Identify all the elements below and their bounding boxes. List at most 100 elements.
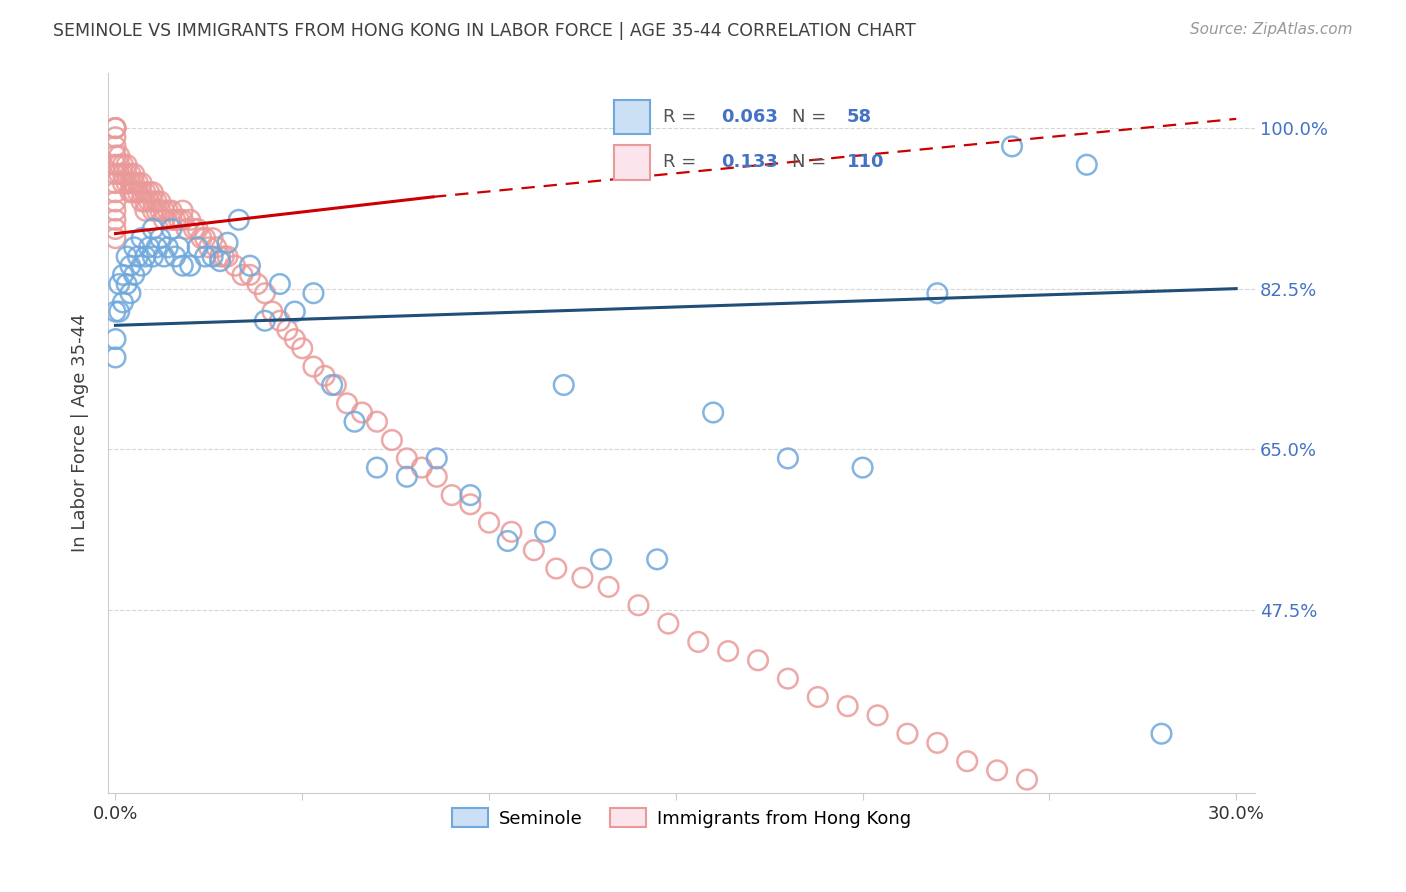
Point bbox=[160, 203, 183, 218]
Point bbox=[153, 212, 176, 227]
Text: 0.133: 0.133 bbox=[721, 153, 778, 171]
Point bbox=[120, 186, 142, 200]
Point bbox=[115, 277, 138, 291]
Point bbox=[104, 222, 127, 236]
Point bbox=[217, 235, 239, 250]
Point bbox=[591, 552, 613, 566]
Point bbox=[142, 203, 165, 218]
Point bbox=[598, 580, 620, 594]
Point bbox=[167, 240, 190, 254]
Point bbox=[104, 332, 127, 346]
Point bbox=[194, 231, 217, 245]
Point bbox=[395, 451, 418, 466]
Text: SEMINOLE VS IMMIGRANTS FROM HONG KONG IN LABOR FORCE | AGE 35-44 CORRELATION CHA: SEMINOLE VS IMMIGRANTS FROM HONG KONG IN… bbox=[53, 22, 917, 40]
Point bbox=[239, 268, 262, 282]
Point bbox=[115, 250, 138, 264]
Point bbox=[111, 158, 134, 172]
Point bbox=[149, 231, 172, 245]
Point bbox=[314, 368, 336, 383]
Point bbox=[198, 240, 221, 254]
Point bbox=[104, 130, 127, 145]
Point bbox=[104, 212, 127, 227]
Point bbox=[104, 304, 127, 318]
Point bbox=[343, 415, 366, 429]
Point bbox=[717, 644, 740, 658]
Point bbox=[866, 708, 889, 723]
Point bbox=[269, 277, 291, 291]
Point bbox=[172, 212, 194, 227]
Point bbox=[131, 231, 153, 245]
Point bbox=[187, 240, 209, 254]
Text: N =: N = bbox=[792, 153, 827, 171]
Point bbox=[571, 571, 593, 585]
Point bbox=[142, 194, 165, 209]
Point bbox=[156, 203, 179, 218]
Point bbox=[239, 259, 262, 273]
Point bbox=[627, 599, 650, 613]
Point bbox=[523, 543, 546, 558]
Point bbox=[104, 121, 127, 136]
Point bbox=[104, 176, 127, 190]
Point bbox=[111, 268, 134, 282]
Point bbox=[104, 194, 127, 209]
Text: R =: R = bbox=[662, 108, 696, 126]
Point bbox=[111, 176, 134, 190]
Point bbox=[321, 378, 343, 392]
Point bbox=[115, 158, 138, 172]
Point bbox=[209, 250, 232, 264]
Point bbox=[134, 250, 156, 264]
Point bbox=[927, 286, 949, 301]
Point bbox=[165, 250, 187, 264]
Point bbox=[217, 250, 239, 264]
Point bbox=[460, 497, 482, 511]
Point bbox=[108, 277, 131, 291]
Point bbox=[284, 304, 307, 318]
Point bbox=[104, 231, 127, 245]
Text: 58: 58 bbox=[846, 108, 872, 126]
Point bbox=[104, 167, 127, 181]
Point bbox=[104, 158, 127, 172]
Point bbox=[127, 176, 149, 190]
Point bbox=[262, 304, 284, 318]
Point bbox=[1015, 772, 1038, 787]
Point bbox=[104, 121, 127, 136]
Point bbox=[108, 167, 131, 181]
Point bbox=[553, 378, 575, 392]
Point bbox=[209, 254, 232, 268]
Point bbox=[131, 259, 153, 273]
Point bbox=[104, 139, 127, 153]
Point bbox=[111, 295, 134, 310]
Y-axis label: In Labor Force | Age 35-44: In Labor Force | Age 35-44 bbox=[72, 314, 89, 552]
Point bbox=[104, 203, 127, 218]
Text: Source: ZipAtlas.com: Source: ZipAtlas.com bbox=[1189, 22, 1353, 37]
Point bbox=[187, 222, 209, 236]
Point bbox=[134, 194, 156, 209]
Point bbox=[747, 653, 769, 667]
Point bbox=[115, 176, 138, 190]
Point bbox=[160, 212, 183, 227]
Point bbox=[115, 167, 138, 181]
Point bbox=[145, 203, 167, 218]
Point bbox=[120, 176, 142, 190]
Point bbox=[927, 736, 949, 750]
Point bbox=[108, 304, 131, 318]
Point bbox=[228, 212, 250, 227]
Point bbox=[108, 158, 131, 172]
Point bbox=[366, 460, 388, 475]
Point bbox=[167, 212, 190, 227]
Point bbox=[183, 222, 205, 236]
Point bbox=[127, 186, 149, 200]
Point bbox=[165, 212, 187, 227]
Point bbox=[246, 277, 269, 291]
Point bbox=[122, 167, 145, 181]
Point bbox=[325, 378, 347, 392]
Point bbox=[381, 433, 404, 447]
Point bbox=[1150, 727, 1173, 741]
Point bbox=[104, 186, 127, 200]
FancyBboxPatch shape bbox=[614, 100, 650, 135]
Point bbox=[120, 259, 142, 273]
Point bbox=[205, 240, 228, 254]
Point bbox=[253, 286, 276, 301]
Point bbox=[395, 469, 418, 483]
Point bbox=[1001, 139, 1024, 153]
